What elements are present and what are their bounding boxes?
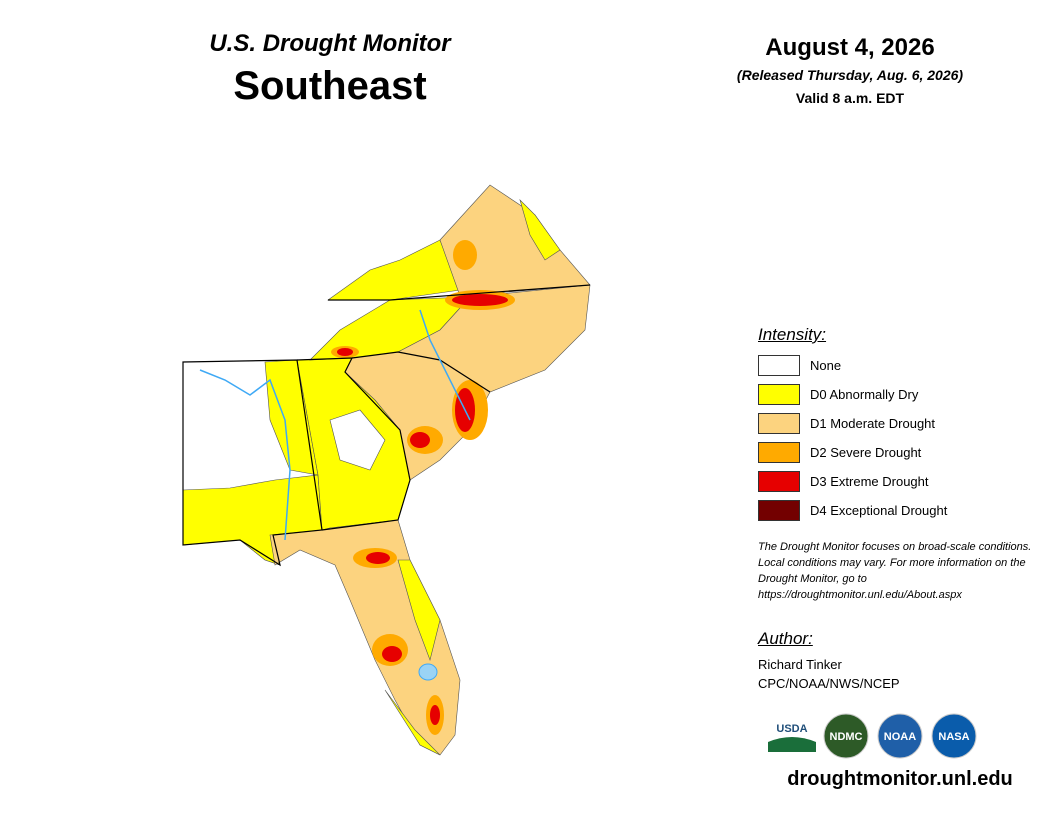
river — [419, 309, 471, 421]
legend-swatch — [758, 384, 800, 405]
drought-area — [382, 646, 402, 662]
region: Southeast — [233, 64, 427, 108]
drought-area — [397, 559, 441, 662]
drought-area — [430, 705, 440, 725]
legend-label: None — [810, 358, 842, 373]
legend-swatch — [758, 355, 800, 376]
state-border — [182, 359, 323, 567]
drought-area — [453, 240, 477, 270]
legend-label: D3 Extreme Drought — [810, 474, 929, 489]
drought-area — [410, 432, 430, 448]
author-title: Author: — [758, 629, 813, 648]
title: U.S. Drought Monitor — [209, 30, 451, 57]
url: droughtmonitor.unl.edu — [787, 768, 1013, 790]
drought-area — [366, 552, 390, 564]
logo — [877, 713, 923, 759]
legend-title: Intensity: — [758, 325, 827, 344]
drought-area — [327, 239, 461, 301]
lake — [418, 663, 438, 681]
valid: Valid 8 a.m. EDT — [795, 90, 905, 106]
legend-swatch — [758, 471, 800, 492]
logo — [768, 737, 816, 752]
author-org: CPC/NOAA/NWS/NCEP — [758, 676, 900, 691]
legend-label: D4 Exceptional Drought — [810, 503, 948, 518]
author-name: Richard Tinker — [758, 657, 842, 672]
date: August 4, 2026 — [765, 34, 935, 61]
state-border — [351, 351, 491, 393]
logo — [931, 713, 977, 759]
note: The Drought Monitor focuses on broad-sca… — [758, 541, 1032, 601]
logo-text: NASA — [938, 731, 969, 743]
released: (Released Thursday, Aug. 6, 2026) — [736, 67, 964, 83]
drought-area — [329, 409, 386, 471]
legend-swatch — [758, 500, 800, 521]
legend-label: D0 Abnormally Dry — [810, 387, 919, 402]
river — [199, 369, 291, 541]
drought-area — [337, 348, 353, 356]
legend-label: D2 Severe Drought — [810, 445, 922, 460]
legend-swatch — [758, 442, 800, 463]
logo-text: NOAA — [884, 731, 916, 743]
logo-text: USDA — [776, 723, 807, 735]
legend-swatch — [758, 413, 800, 434]
drought-area — [452, 294, 508, 306]
logo-text: NDMC — [830, 731, 863, 743]
state-border — [328, 284, 591, 301]
legend-label: D1 Moderate Drought — [810, 416, 936, 431]
logo — [823, 713, 869, 759]
drought-area — [519, 198, 561, 261]
drought-area — [384, 689, 441, 756]
